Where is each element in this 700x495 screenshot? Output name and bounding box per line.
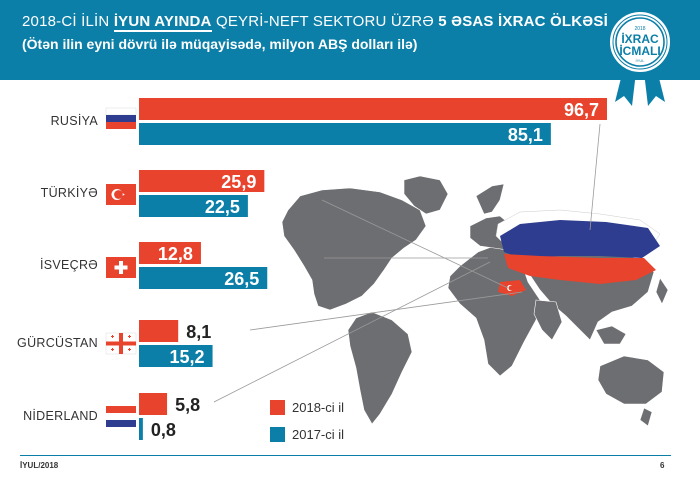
- value-label-gurcustan-2017: 15,2: [170, 347, 205, 367]
- bar-isvecr-2018: [139, 242, 201, 264]
- badge-word-ixrac: İXRAC: [621, 31, 659, 46]
- title-part1: 2018-Cİ İLİN: [22, 13, 114, 30]
- bar-niderland-2018: [139, 393, 168, 415]
- page-subtitle: (Ötən ilin eyni dövrü ilə müqayisədə, mi…: [22, 36, 418, 52]
- russia-map-flag-icon: [495, 209, 661, 284]
- page-title: 2018-Cİ İLİN İYUN AYINDA QEYRİ-NEFT SEKT…: [22, 13, 608, 32]
- title-bold: 5 ƏSAS İXRAC ÖLKƏSİ: [438, 13, 608, 30]
- legend-label-2017: 2017-ci il: [292, 427, 344, 442]
- netherlands-flag-icon: [106, 406, 136, 427]
- value-label-niderland-2018: 5,8: [175, 395, 200, 415]
- bar-rusiya-2018: [139, 98, 607, 120]
- bar-niderland-2017: [139, 418, 143, 440]
- value-label-gurcustan-2018: 8,1: [186, 322, 211, 342]
- header-banner: 2018-Cİ İLİN İYUN AYINDA QEYRİ-NEFT SEKT…: [0, 0, 700, 80]
- title-part2: QEYRİ-NEFT SEKTORU ÜZRƏ: [211, 13, 439, 30]
- value-label-isvecr-2017: 26,5: [224, 269, 259, 289]
- bar-rusiya-2017: [139, 123, 551, 145]
- legend-label-2018: 2018-ci il: [292, 400, 344, 415]
- value-label-turkiy-2017: 22,5: [205, 197, 240, 217]
- country-flags: [105, 107, 137, 427]
- category-label-turkiy: TÜRKİYƏ: [41, 186, 98, 200]
- category-label-rusiya: RUSİYA: [51, 114, 99, 128]
- category-label-gurcustan: GÜRCÜSTAN: [17, 336, 98, 350]
- footer-divider: [20, 455, 671, 456]
- badge-month: İYUL: [636, 58, 646, 63]
- value-label-rusiya-2018: 96,7: [564, 100, 599, 120]
- value-label-niderland-2017: 0,8: [151, 420, 176, 440]
- bar-turkiy-2017: [139, 195, 248, 217]
- page-number: 6: [660, 461, 665, 470]
- legend-swatch-2017: [270, 427, 285, 442]
- value-label-rusiya-2017: 85,1: [508, 125, 543, 145]
- title-emphasis: İYUN AYINDA: [113, 13, 212, 32]
- badge-year: 2018: [634, 26, 645, 32]
- connector-lines: [213, 123, 601, 403]
- ixrac-icmali-badge-icon: 2018 İXRAC İCMALI İYUL: [608, 10, 672, 106]
- switzerland-flag-icon: [106, 257, 136, 278]
- bars-layer: 96,7 85,1 25,9 22,5 12,8 26,5 8,1 15,2 5,8 0,8: [139, 98, 607, 440]
- chart-legend: 2018-ci il 2017-ci il: [270, 400, 344, 442]
- georgia-flag-icon: [105, 332, 137, 355]
- world-map-icon: [281, 175, 669, 427]
- value-label-isvecr-2018: 12,8: [158, 244, 193, 264]
- bar-gurcustan-2017: [139, 345, 213, 367]
- russia-flag-icon: [105, 107, 137, 129]
- footer-date: İYUL/2018: [20, 461, 59, 470]
- bar-turkiy-2018: [139, 170, 265, 192]
- turkey-flag-icon: [106, 184, 136, 205]
- value-label-turkiy-2018: 25,9: [221, 172, 256, 192]
- category-labels: RUSİYA TÜRKİYƏ İSVEÇRƏ GÜRCÜSTAN NİDERLAND: [17, 114, 98, 423]
- category-label-isvecr: İSVEÇRƏ: [40, 258, 98, 272]
- turkey-map-flag-icon: [498, 280, 526, 296]
- badge-word-icmali: İCMALI: [619, 43, 660, 58]
- bar-isvecr-2017: [139, 267, 268, 289]
- bar-gurcustan-2018: [139, 320, 179, 342]
- category-label-niderland: NİDERLAND: [23, 409, 98, 423]
- legend-swatch-2018: [270, 400, 285, 415]
